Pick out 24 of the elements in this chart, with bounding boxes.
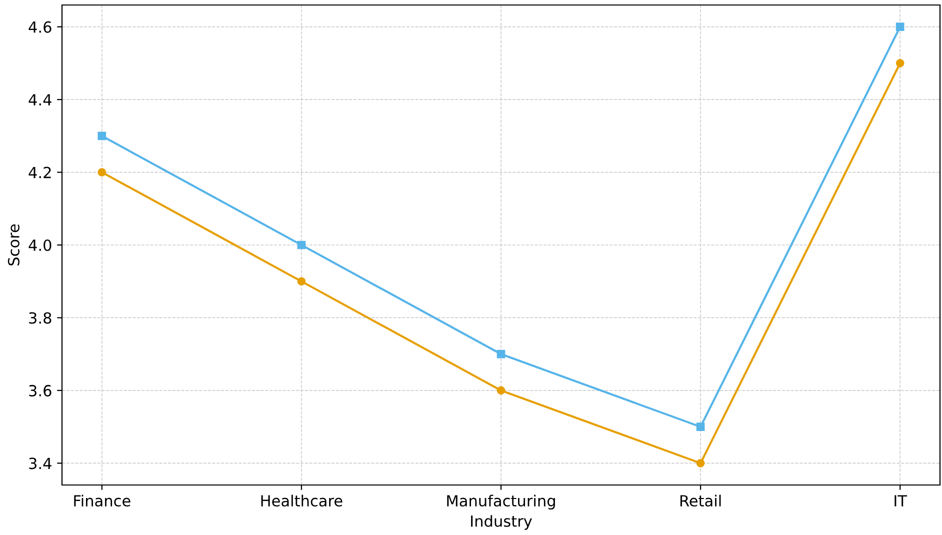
y-tick-label: 3.4: [29, 458, 52, 470]
point: [297, 240, 306, 250]
y-tick-label: 4.6: [28, 21, 52, 33]
y-tick-label: 4.4: [28, 94, 52, 106]
point: [297, 277, 306, 286]
x-tick-label: Manufacturing: [447, 494, 555, 510]
point: [98, 132, 106, 140]
y-tick-label: 4.2: [28, 166, 51, 178]
x-tick-label: Finance: [74, 494, 130, 507]
x-tick-label: IT: [894, 495, 908, 506]
y-axis-title: Score: [8, 224, 20, 266]
y-tick-label: 4.0: [28, 239, 52, 252]
point: [98, 168, 106, 176]
x-tick-label: Retail: [680, 494, 721, 507]
y-tick-label: 3.8: [29, 312, 52, 324]
point: [896, 22, 904, 31]
point: [696, 422, 705, 431]
point: [696, 459, 705, 468]
point: [496, 386, 506, 395]
point: [496, 350, 506, 358]
point: [896, 59, 904, 68]
x-axis-title: Industry: [471, 515, 532, 530]
x-tick-label: Healthcare: [261, 494, 342, 507]
y-tick-label: 3.6: [29, 384, 52, 396]
